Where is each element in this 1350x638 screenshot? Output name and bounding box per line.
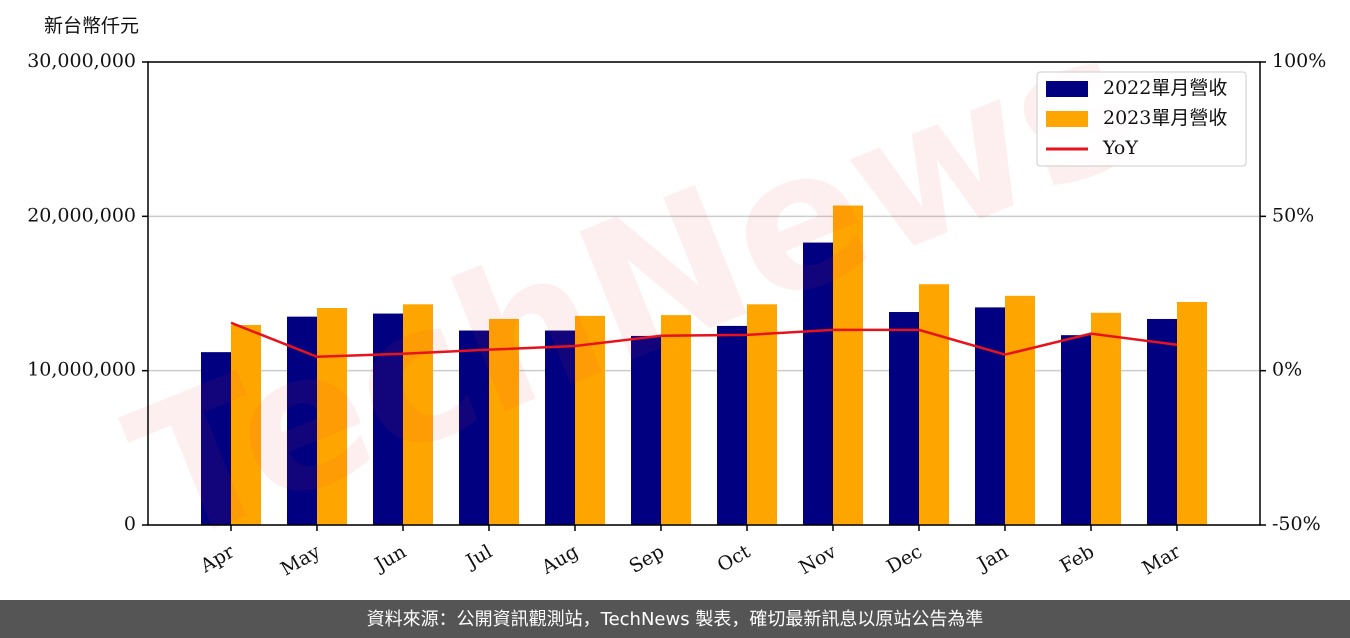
y2-tick-label: 100% bbox=[1272, 50, 1326, 72]
y2-tick-label: 0% bbox=[1272, 359, 1302, 381]
y-tick-label: 10,000,000 bbox=[27, 359, 136, 381]
bar bbox=[1177, 301, 1207, 525]
bar bbox=[231, 324, 261, 525]
bar bbox=[317, 308, 347, 525]
bar bbox=[833, 205, 863, 525]
bar bbox=[889, 312, 919, 525]
bar bbox=[489, 318, 519, 525]
bar bbox=[459, 330, 489, 525]
footer-bar bbox=[0, 600, 1350, 638]
legend-box bbox=[1036, 71, 1247, 167]
y-axis-label: 新台幣仟元 bbox=[44, 15, 139, 37]
y2-tick-label: 50% bbox=[1272, 204, 1314, 226]
legend-label: YoY bbox=[1102, 137, 1138, 159]
bar bbox=[661, 315, 691, 525]
bar bbox=[975, 307, 1005, 525]
bar bbox=[1147, 318, 1177, 525]
plot-frame bbox=[147, 61, 1261, 526]
bar bbox=[747, 304, 777, 525]
bar bbox=[803, 242, 833, 525]
footer: 資料來源：公開資訊觀測站，TechNews 製表，確切最新訊息以原站公告為準 bbox=[367, 609, 984, 630]
bar bbox=[1005, 295, 1035, 525]
legend-swatch bbox=[1046, 81, 1088, 97]
bar bbox=[631, 335, 661, 525]
y-tick-label: 30,000,000 bbox=[27, 50, 136, 72]
bar bbox=[717, 325, 747, 525]
legend-label: 2023單月營收 bbox=[1103, 107, 1227, 129]
bar bbox=[545, 330, 575, 525]
bar bbox=[1091, 312, 1121, 525]
bar bbox=[373, 313, 403, 525]
yoy-line bbox=[230, 321, 1178, 359]
bar bbox=[201, 352, 231, 525]
legend-label: 2022單月營收 bbox=[1103, 77, 1227, 99]
bar bbox=[919, 284, 949, 525]
bar bbox=[575, 315, 605, 525]
bar bbox=[1061, 335, 1091, 525]
y2-tick-label: -50% bbox=[1272, 513, 1321, 535]
bar bbox=[403, 304, 433, 525]
legend-swatch bbox=[1046, 111, 1088, 127]
y-tick-label: 0 bbox=[124, 513, 136, 535]
y-tick-label: 20,000,000 bbox=[27, 204, 136, 226]
